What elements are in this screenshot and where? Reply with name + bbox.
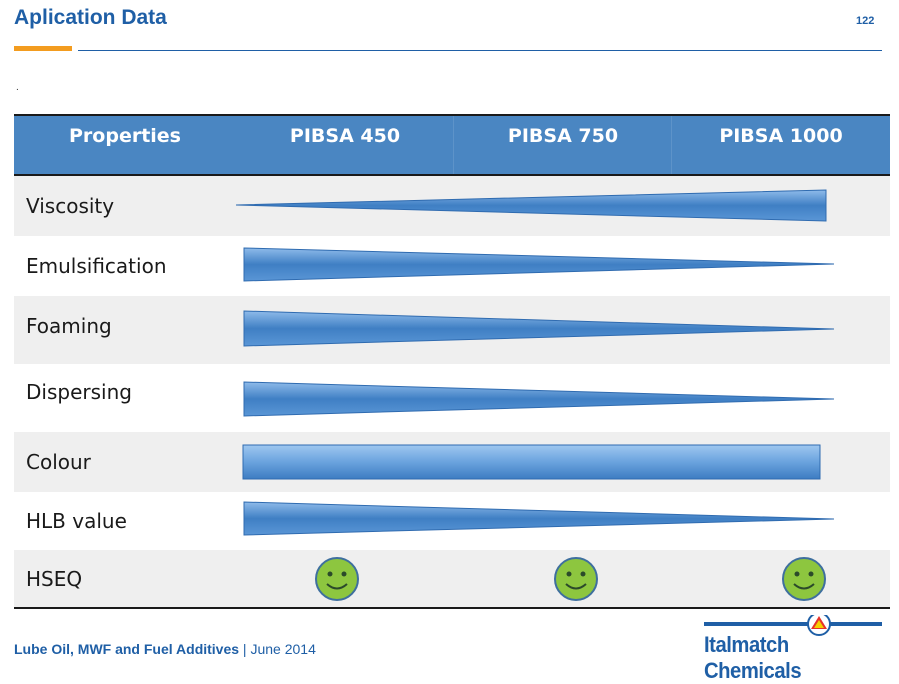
row-label-hseq: HSEQ xyxy=(26,567,83,591)
column-divider xyxy=(453,116,454,174)
footer-separator: | xyxy=(239,641,251,657)
footer-date: June 2014 xyxy=(250,641,316,657)
table-row: Colour xyxy=(14,432,890,492)
row-label-hlb-value: HLB value xyxy=(26,509,127,533)
col-header-pibsa-1000: PIBSA 1000 xyxy=(719,125,843,147)
hseq-smileys xyxy=(315,557,826,601)
smiley-icon xyxy=(554,557,598,601)
footer: Lube Oil, MWF and Fuel Additives | June … xyxy=(14,641,316,657)
table-row: Emulsification xyxy=(14,236,890,296)
table-header-row: Properties PIBSA 450 PIBSA 750 PIBSA 100… xyxy=(14,114,890,176)
decreasing-trend-wedge xyxy=(243,310,835,347)
smiley-icon xyxy=(782,557,826,601)
smiley-icon xyxy=(315,557,359,601)
row-label-foaming: Foaming xyxy=(26,314,112,338)
footer-product-line: Lube Oil, MWF and Fuel Additives xyxy=(14,641,240,657)
table-bottom-rule xyxy=(14,607,890,609)
table-row: Viscosity xyxy=(14,176,890,236)
col-header-pibsa-750: PIBSA 750 xyxy=(507,125,619,147)
decreasing-trend-wedge xyxy=(243,247,835,282)
title-accent-bar xyxy=(14,46,72,51)
row-label-colour: Colour xyxy=(26,450,91,474)
constant-trend-bar xyxy=(242,444,821,480)
title-rule xyxy=(78,50,882,51)
table-row: Foaming xyxy=(14,296,890,364)
logo-graphic xyxy=(704,615,882,636)
col-header-pibsa-450: PIBSA 450 xyxy=(289,125,401,147)
decreasing-trend-wedge xyxy=(243,381,835,417)
row-label-emulsification: Emulsification xyxy=(26,254,167,278)
logo-text: Italmatch Chemicals xyxy=(704,632,802,683)
decreasing-trend-wedge xyxy=(243,501,835,536)
page-number: 122 xyxy=(856,15,875,27)
page-title: Aplication Data xyxy=(14,6,167,29)
table-row: HLB value xyxy=(14,492,890,550)
row-label-dispersing: Dispersing xyxy=(26,380,132,404)
increasing-trend-wedge xyxy=(235,189,827,222)
company-logo: Italmatch Chemicals xyxy=(700,615,884,683)
row-label-viscosity: Viscosity xyxy=(26,194,115,218)
properties-table: Properties PIBSA 450 PIBSA 750 PIBSA 100… xyxy=(14,114,890,609)
stray-dot: . xyxy=(16,82,19,93)
table-row: HSEQ xyxy=(14,550,890,609)
col-header-properties: Properties xyxy=(69,125,181,147)
table-row: Dispersing xyxy=(14,364,890,432)
column-divider xyxy=(671,116,672,174)
